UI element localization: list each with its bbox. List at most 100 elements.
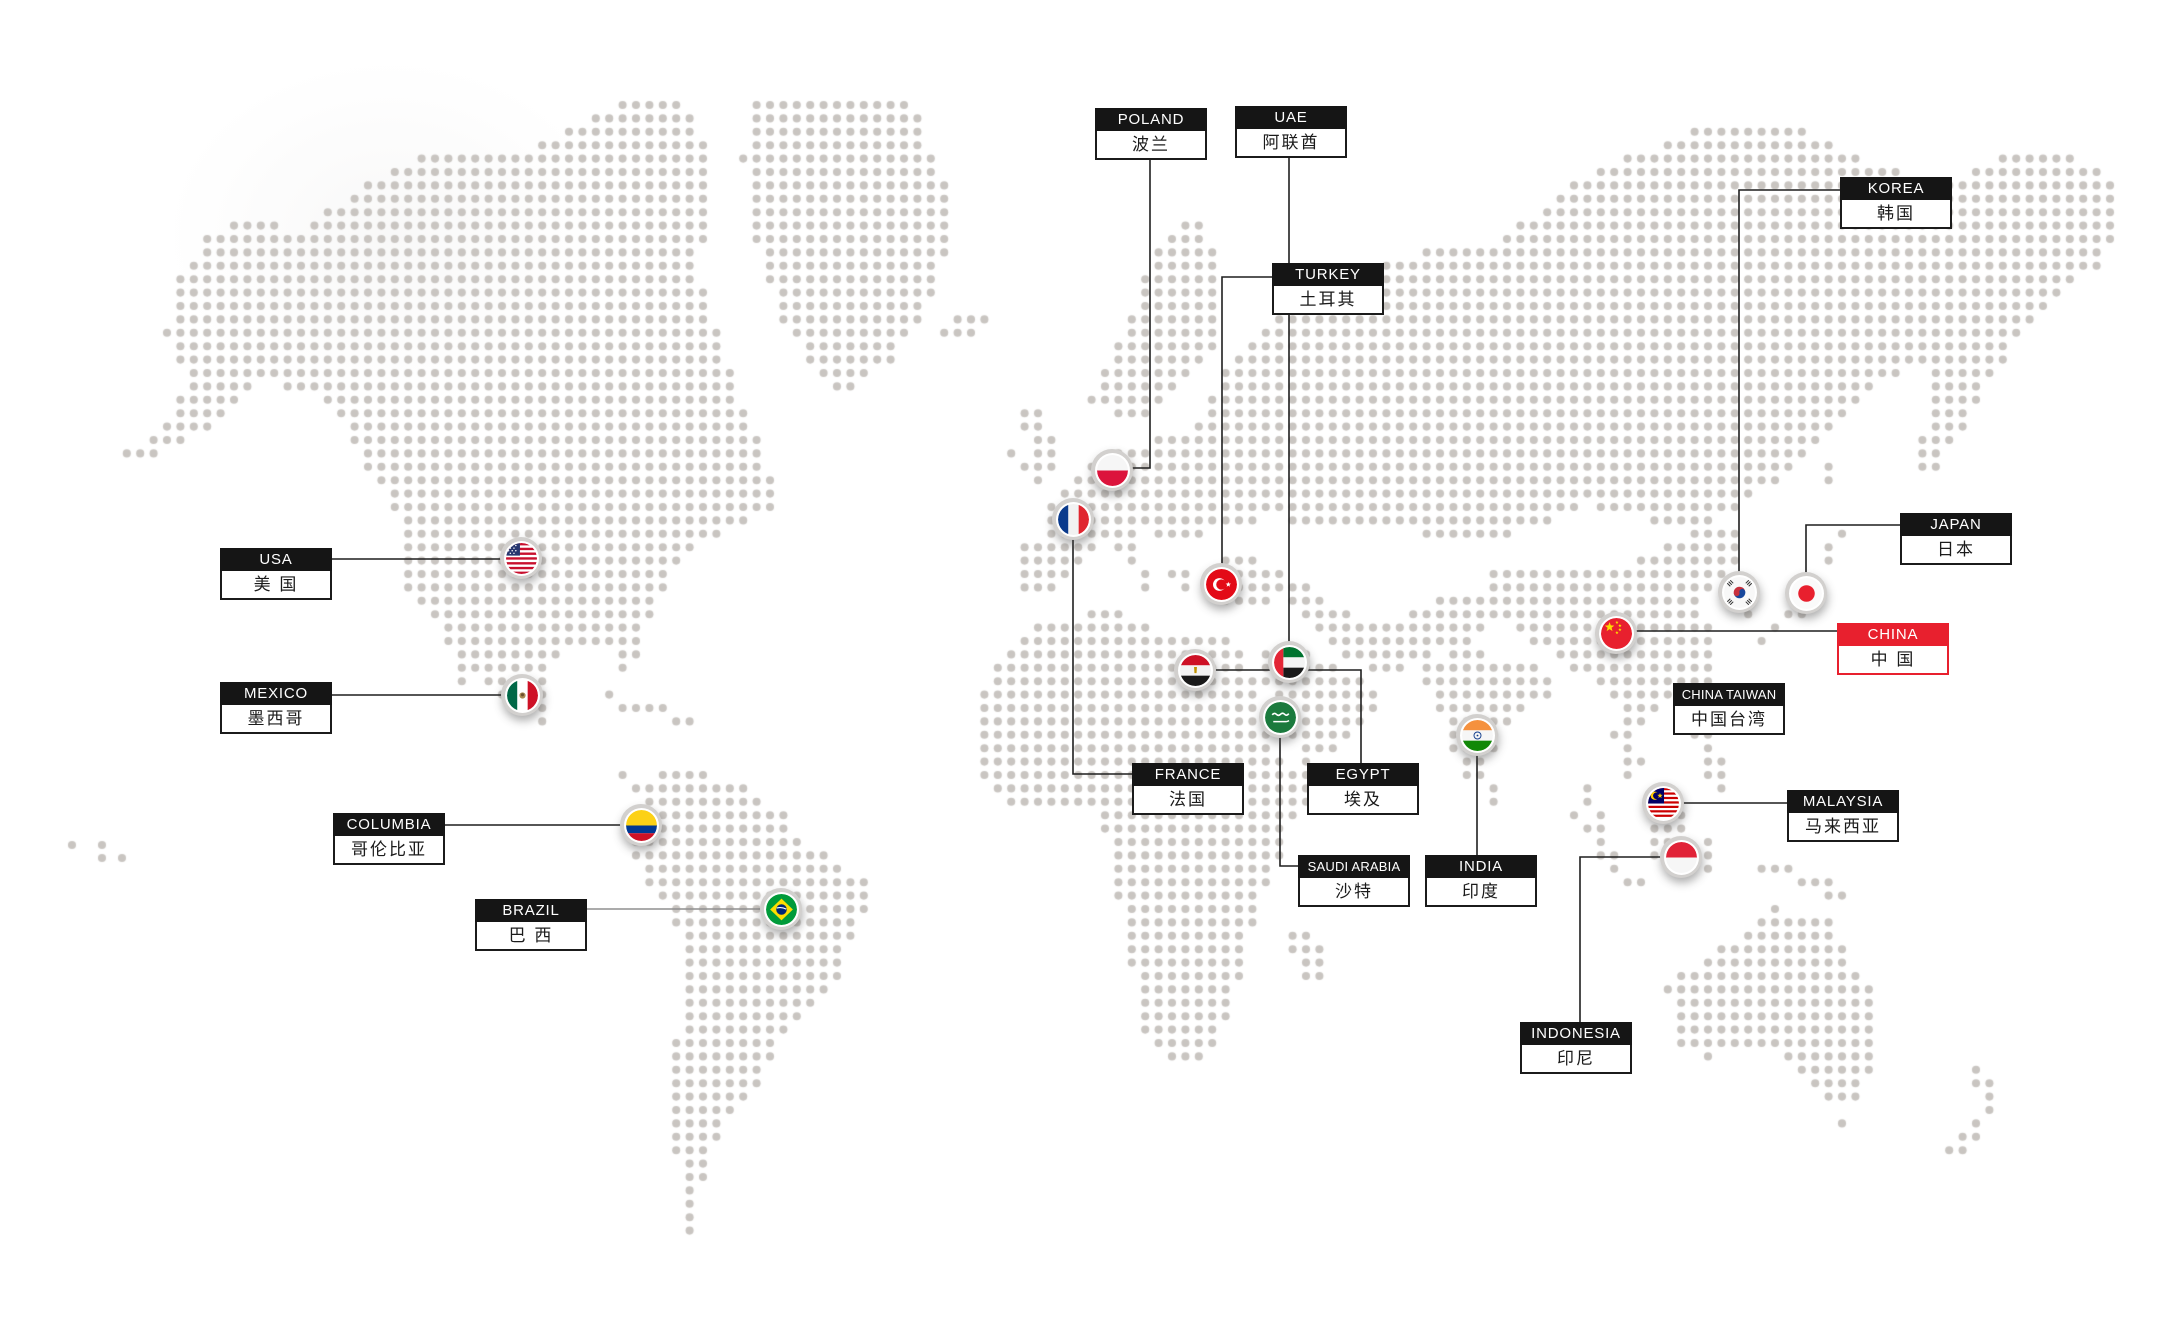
label-saudi-arabia-en: SAUDI ARABIA — [1298, 855, 1410, 878]
map-pin-usa — [500, 537, 542, 579]
label-saudi-arabia: SAUDI ARABIA 沙特 — [1298, 855, 1410, 907]
map-pin-saudi-arabia — [1259, 696, 1301, 738]
label-malaysia: MALAYSIA 马来西亚 — [1787, 790, 1899, 842]
flag-fr-icon — [1057, 503, 1089, 535]
label-china-taiwan-zh: 中国台湾 — [1673, 706, 1785, 735]
flag-co-icon — [625, 809, 657, 841]
connector-poland — [1112, 160, 1151, 469]
label-columbia: COLUMBIA 哥伦比亚 — [333, 813, 445, 865]
label-korea-en: KOREA — [1840, 177, 1952, 200]
label-brazil-en: BRAZIL — [475, 899, 587, 922]
pin-ring — [1262, 699, 1298, 735]
label-indonesia-en: INDONESIA — [1520, 1022, 1632, 1045]
label-usa-zh: 美 国 — [220, 571, 332, 600]
label-japan-zh: 日本 — [1900, 536, 2012, 565]
flag-br-icon — [765, 893, 797, 925]
label-india-en: INDIA — [1425, 855, 1537, 878]
label-mexico: MEXICO 墨西哥 — [220, 682, 332, 734]
label-poland-zh: 波兰 — [1095, 131, 1207, 160]
label-china-taiwan: CHINA TAIWAN 中国台湾 — [1673, 683, 1785, 735]
map-pin-brazil — [760, 888, 802, 930]
label-egypt: EGYPT 埃及 — [1307, 763, 1419, 815]
flag-cn-icon — [1600, 617, 1632, 649]
pin-ring — [1598, 615, 1634, 651]
label-indonesia-zh: 印尼 — [1520, 1045, 1632, 1074]
label-japan-en: JAPAN — [1900, 513, 2012, 536]
flag-in-icon — [1461, 719, 1493, 751]
map-pin-france — [1052, 498, 1094, 540]
flag-id-icon — [1665, 841, 1697, 873]
label-columbia-en: COLUMBIA — [333, 813, 445, 836]
label-usa: USA 美 国 — [220, 548, 332, 600]
label-uae: UAE 阿联酋 — [1235, 106, 1347, 158]
connector-korea — [1738, 189, 1840, 592]
label-korea: KOREA 韩国 — [1840, 177, 1952, 229]
flag-us-icon — [505, 542, 537, 574]
label-china: CHINA 中 国 — [1837, 623, 1949, 675]
label-uae-en: UAE — [1235, 106, 1347, 129]
map-pin-turkey — [1200, 563, 1242, 605]
map-pin-columbia — [620, 804, 662, 846]
map-pin-indonesia — [1660, 836, 1702, 878]
flag-eg-icon — [1179, 654, 1211, 686]
flag-kr-icon — [1723, 576, 1755, 608]
label-poland-en: POLAND — [1095, 108, 1207, 131]
flag-pl-icon — [1096, 454, 1128, 486]
label-china-en: CHINA — [1837, 623, 1949, 646]
label-turkey-zh: 土耳其 — [1272, 286, 1384, 315]
map-pin-china — [1595, 612, 1637, 654]
connector-indonesia — [1579, 856, 1681, 1022]
pin-ring — [504, 677, 540, 713]
pin-ring — [1271, 644, 1307, 680]
map-pin-mexico — [501, 674, 543, 716]
connector-japan — [1805, 524, 1900, 593]
map-pin-uae — [1268, 641, 1310, 683]
label-india: INDIA 印度 — [1425, 855, 1537, 907]
connector-egypt — [1195, 669, 1362, 763]
label-mexico-zh: 墨西哥 — [220, 705, 332, 734]
label-indonesia: INDONESIA 印尼 — [1520, 1022, 1632, 1074]
pin-ring — [1094, 452, 1130, 488]
label-brazil: BRAZIL 巴 西 — [475, 899, 587, 951]
map-pin-poland — [1091, 449, 1133, 491]
label-poland: POLAND 波兰 — [1095, 108, 1207, 160]
flag-tr-icon — [1205, 568, 1237, 600]
pin-ring — [1788, 575, 1824, 611]
map-pin-malaysia — [1642, 782, 1684, 824]
label-japan: JAPAN 日本 — [1900, 513, 2012, 565]
label-china-taiwan-en: CHINA TAIWAN — [1673, 683, 1785, 706]
map-pin-japan — [1785, 572, 1827, 614]
label-france-zh: 法国 — [1132, 786, 1244, 815]
label-france-en: FRANCE — [1132, 763, 1244, 786]
label-egypt-zh: 埃及 — [1307, 786, 1419, 815]
pin-ring — [623, 807, 659, 843]
flag-ae-icon — [1273, 646, 1305, 678]
label-france: FRANCE 法国 — [1132, 763, 1244, 815]
label-malaysia-zh: 马来西亚 — [1787, 813, 1899, 842]
label-brazil-zh: 巴 西 — [475, 922, 587, 951]
pin-ring — [1645, 785, 1681, 821]
label-uae-zh: 阿联酋 — [1235, 129, 1347, 158]
flag-sa-icon — [1264, 701, 1296, 733]
flag-mx-icon — [506, 679, 538, 711]
map-pin-korea — [1718, 571, 1760, 613]
label-turkey-en: TURKEY — [1272, 263, 1384, 286]
label-malaysia-en: MALAYSIA — [1787, 790, 1899, 813]
pin-ring — [1721, 574, 1757, 610]
connector-turkey — [1221, 276, 1272, 584]
flag-jp-icon — [1790, 577, 1822, 609]
pin-ring — [1177, 652, 1213, 688]
flag-my-icon — [1647, 787, 1679, 819]
label-mexico-en: MEXICO — [220, 682, 332, 705]
label-india-zh: 印度 — [1425, 878, 1537, 907]
pin-ring — [503, 540, 539, 576]
label-columbia-zh: 哥伦比亚 — [333, 836, 445, 865]
label-turkey: TURKEY 土耳其 — [1272, 263, 1384, 315]
label-usa-en: USA — [220, 548, 332, 571]
connector-saudi-arabia — [1279, 717, 1298, 867]
label-saudi-arabia-zh: 沙特 — [1298, 878, 1410, 907]
pin-ring — [763, 891, 799, 927]
pin-ring — [1459, 717, 1495, 753]
